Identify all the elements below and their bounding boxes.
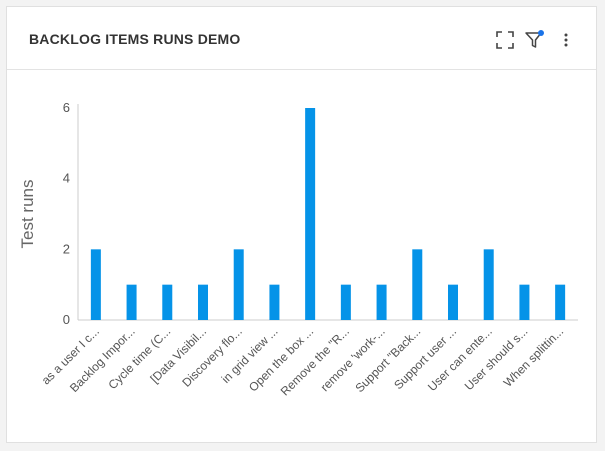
bar[interactable] bbox=[305, 108, 316, 320]
y-axis-title: Test runs bbox=[18, 180, 37, 249]
bar[interactable] bbox=[126, 284, 137, 320]
bar[interactable] bbox=[90, 249, 101, 320]
bar[interactable] bbox=[269, 284, 280, 320]
filter-icon[interactable] bbox=[523, 29, 545, 51]
y-axis-ticks: 0 2 4 6 bbox=[63, 100, 70, 327]
card-title: BACKLOG ITEMS RUNS DEMO bbox=[29, 31, 241, 47]
bar[interactable] bbox=[555, 284, 566, 320]
bar[interactable] bbox=[412, 249, 423, 320]
bar[interactable] bbox=[198, 284, 208, 320]
bars-group bbox=[90, 108, 566, 320]
y-tick-label: 6 bbox=[63, 100, 70, 115]
y-tick-label: 4 bbox=[63, 171, 70, 186]
bar[interactable] bbox=[233, 249, 244, 320]
bar[interactable] bbox=[483, 249, 494, 320]
bar[interactable] bbox=[162, 284, 173, 320]
bar[interactable] bbox=[448, 284, 458, 320]
bar[interactable] bbox=[340, 284, 351, 320]
bar[interactable] bbox=[376, 284, 387, 320]
bar[interactable] bbox=[519, 284, 530, 320]
card-header: BACKLOG ITEMS RUNS DEMO bbox=[7, 7, 596, 70]
y-tick-label: 0 bbox=[63, 312, 70, 327]
filter-active-indicator bbox=[538, 30, 544, 36]
chart-card: BACKLOG ITEMS RUNS DEMO bbox=[6, 6, 597, 443]
more-vertical-icon[interactable] bbox=[555, 29, 577, 51]
expand-icon[interactable] bbox=[494, 29, 516, 51]
y-tick-label: 2 bbox=[63, 241, 70, 256]
